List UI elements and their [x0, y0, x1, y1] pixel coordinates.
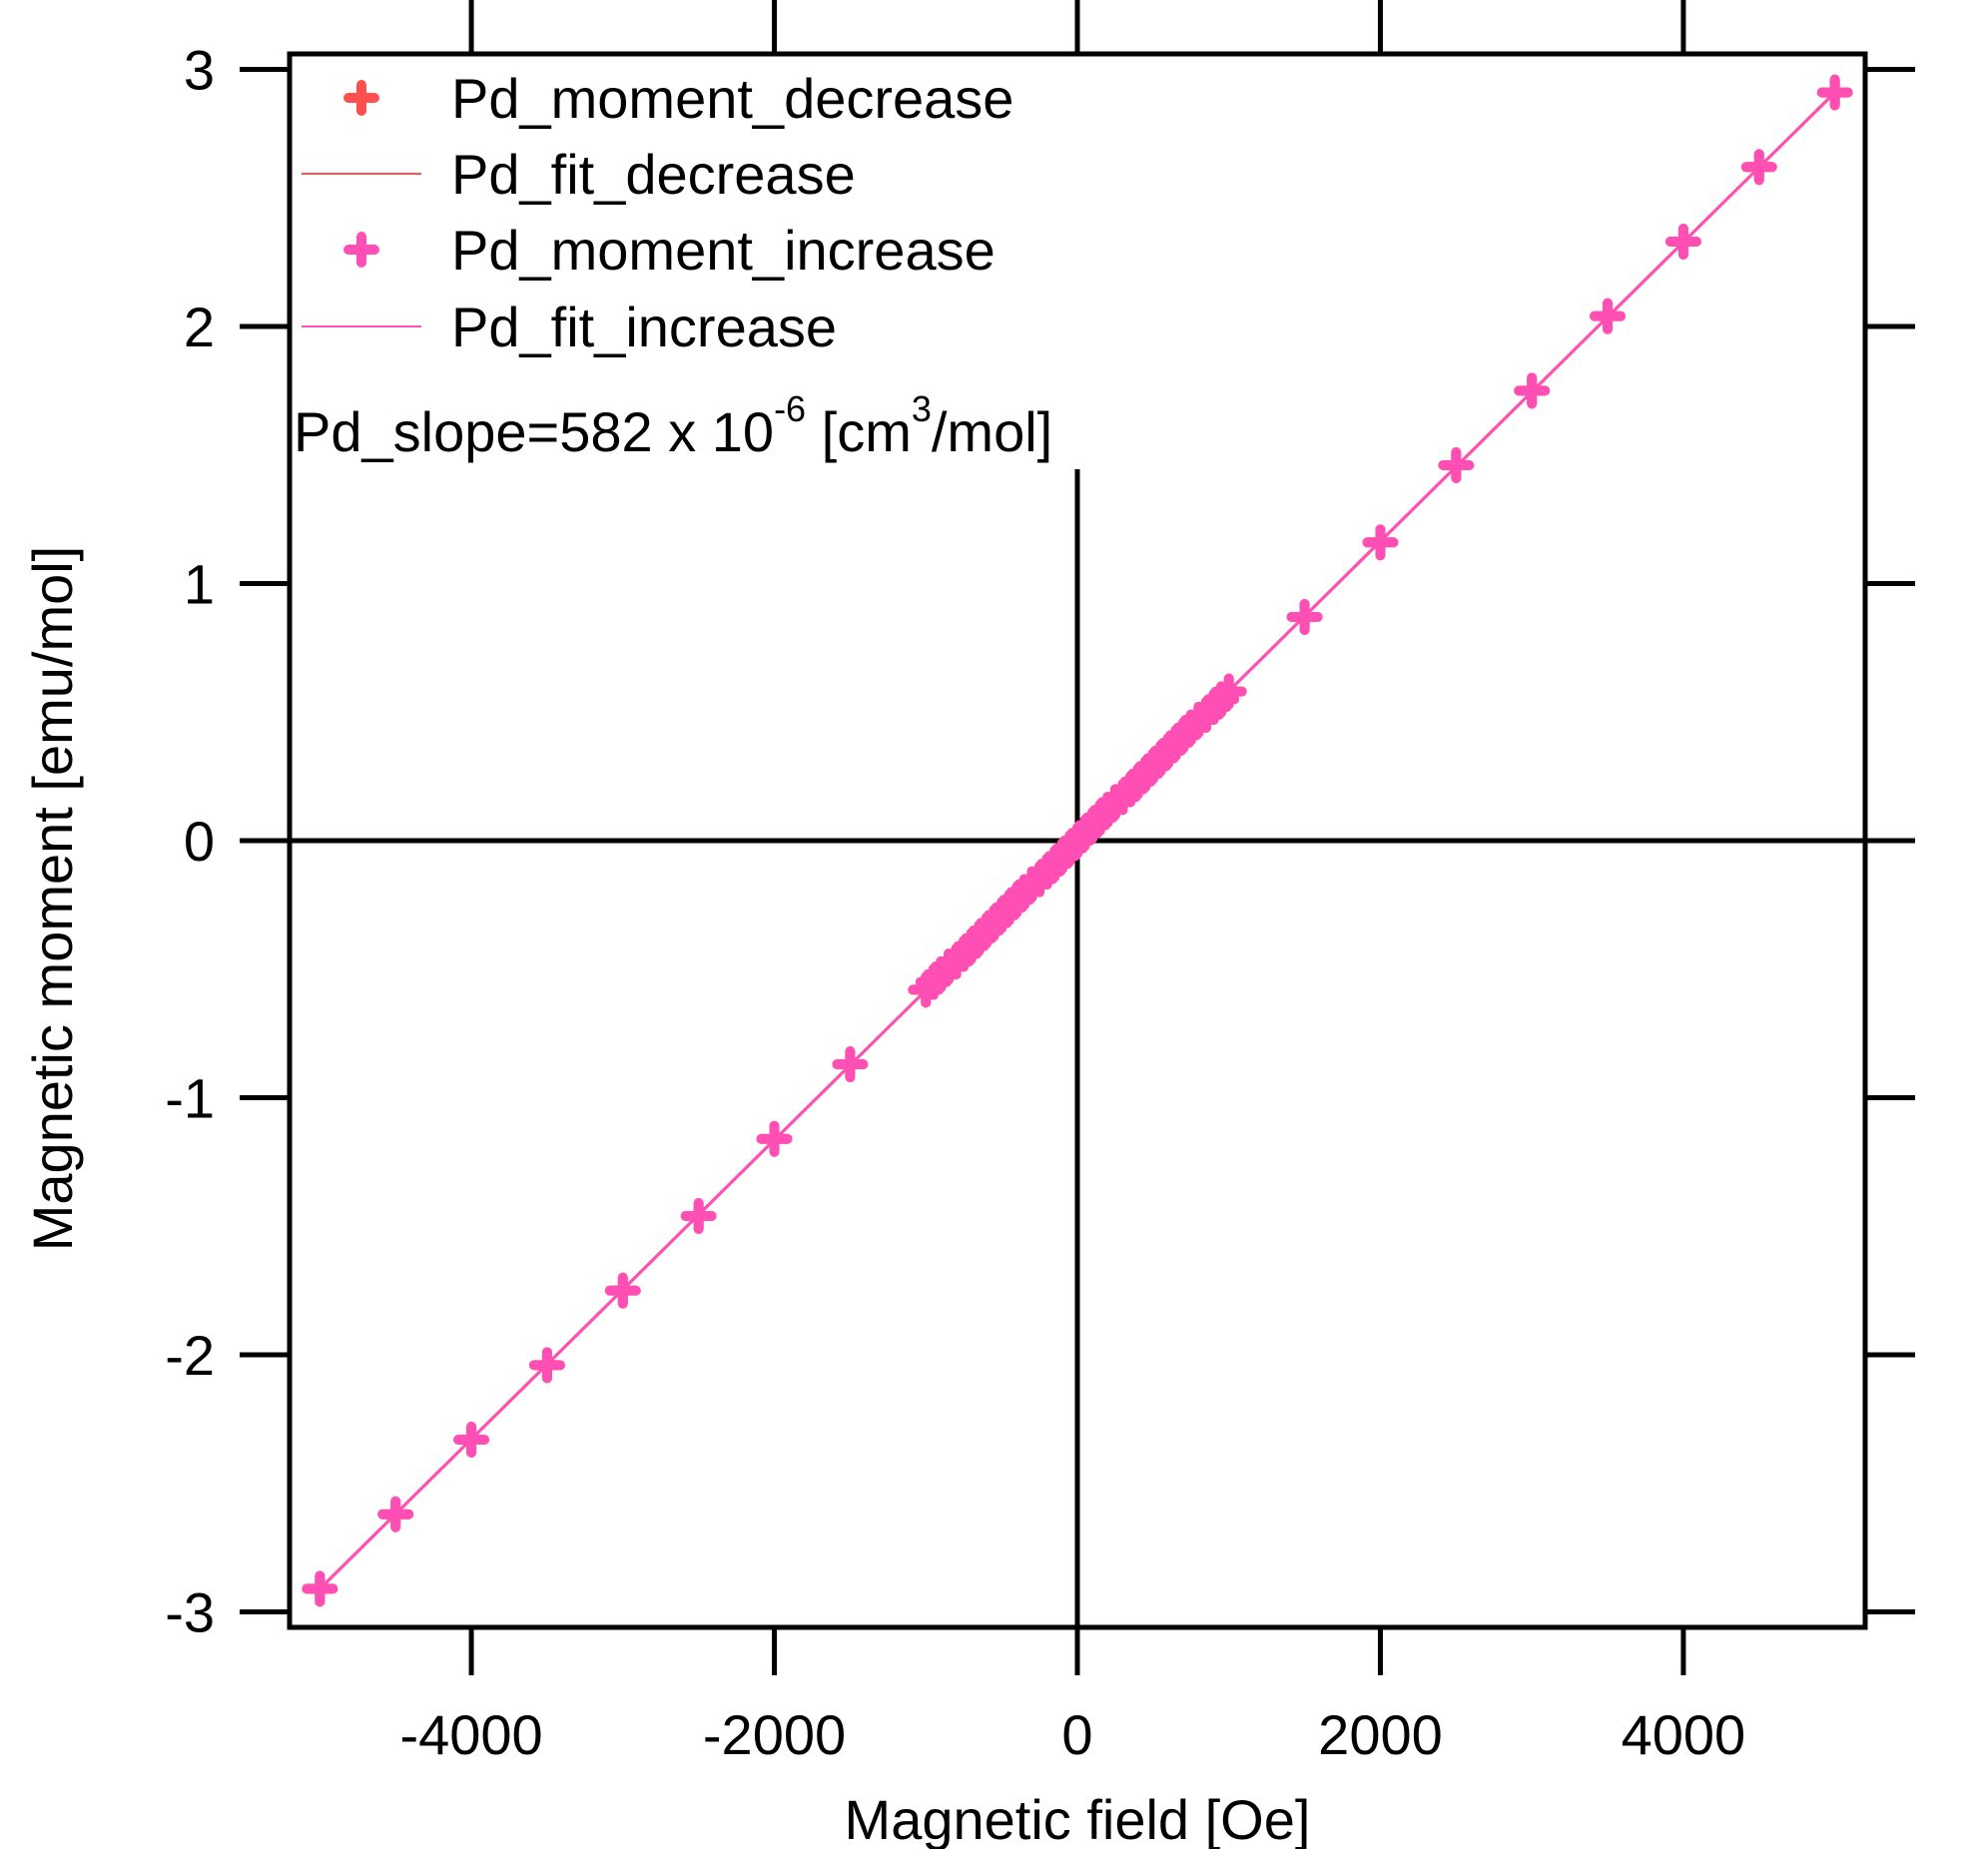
- data-point: [1514, 372, 1551, 409]
- tick-labels: -4000 -2000 0 2000 4000 -3 -2 -1 0 1 2 3: [165, 38, 1745, 1766]
- legend-marker: [343, 80, 379, 116]
- slope-annotation-prefix: Pd_slope=582 x 10: [294, 400, 774, 463]
- data-point: [1740, 149, 1777, 186]
- slope-annotation-suffix: /mol]: [932, 400, 1052, 463]
- legend-label: Pd_moment_decrease: [451, 67, 1013, 130]
- x-axis-title: Magnetic field [Oe]: [845, 1788, 1311, 1849]
- data-point: [302, 1570, 338, 1607]
- x-tick-label: 0: [1061, 1703, 1092, 1766]
- zero-lines: [290, 469, 1915, 1627]
- data-point: [377, 1496, 414, 1533]
- x-tick-label: 4000: [1622, 1703, 1746, 1766]
- x-tick-label: -4000: [399, 1703, 542, 1766]
- slope-annotation-unit-exponent: 3: [912, 388, 932, 429]
- legend-marker-swatch: [343, 232, 379, 268]
- legend-marker-swatch: [343, 80, 379, 116]
- y-axis-title: Magnetic moment [emu/mol]: [21, 546, 84, 1251]
- data-point: [832, 1046, 869, 1083]
- slope-annotation: Pd_slope=582 x 10-6 [cm3/mol]: [294, 388, 1052, 463]
- data-point: [604, 1272, 641, 1309]
- legend-label: Pd_fit_increase: [451, 296, 837, 358]
- y-tick-label: -2: [165, 1324, 215, 1387]
- axis-ticks: [240, 0, 1915, 1675]
- y-tick-label: 2: [184, 296, 215, 358]
- y-tick-label: 1: [184, 552, 215, 615]
- data-point: [1816, 74, 1853, 111]
- data-point: [1590, 298, 1627, 334]
- slope-annotation-exponent: -6: [774, 388, 806, 429]
- marker-series: [302, 74, 1853, 1607]
- x-tick-label: -2000: [703, 1703, 846, 1766]
- legend-label: Pd_fit_decrease: [451, 143, 856, 206]
- y-tick-label: -3: [165, 1581, 215, 1644]
- legend-marker: [343, 232, 379, 268]
- legend: Pd_moment_decrease Pd_fit_decrease Pd_mome…: [302, 67, 1013, 358]
- slope-annotation-unit: [cm: [806, 400, 912, 463]
- data-point: [453, 1422, 490, 1459]
- data-point: [1362, 524, 1399, 561]
- y-tick-label: -1: [165, 1067, 215, 1130]
- y-tick-label: 0: [184, 810, 215, 873]
- data-point: [1438, 447, 1475, 484]
- data-point: [756, 1120, 793, 1157]
- data-markers: [302, 74, 1853, 1607]
- y-tick-label: 3: [184, 38, 215, 101]
- data-point: [680, 1197, 717, 1234]
- data-point: [1286, 598, 1323, 635]
- x-tick-label: 2000: [1318, 1703, 1443, 1766]
- legend-label: Pd_moment_increase: [451, 219, 995, 282]
- data-point: [1664, 223, 1701, 260]
- data-point: [528, 1347, 565, 1384]
- data-point: [1210, 673, 1247, 710]
